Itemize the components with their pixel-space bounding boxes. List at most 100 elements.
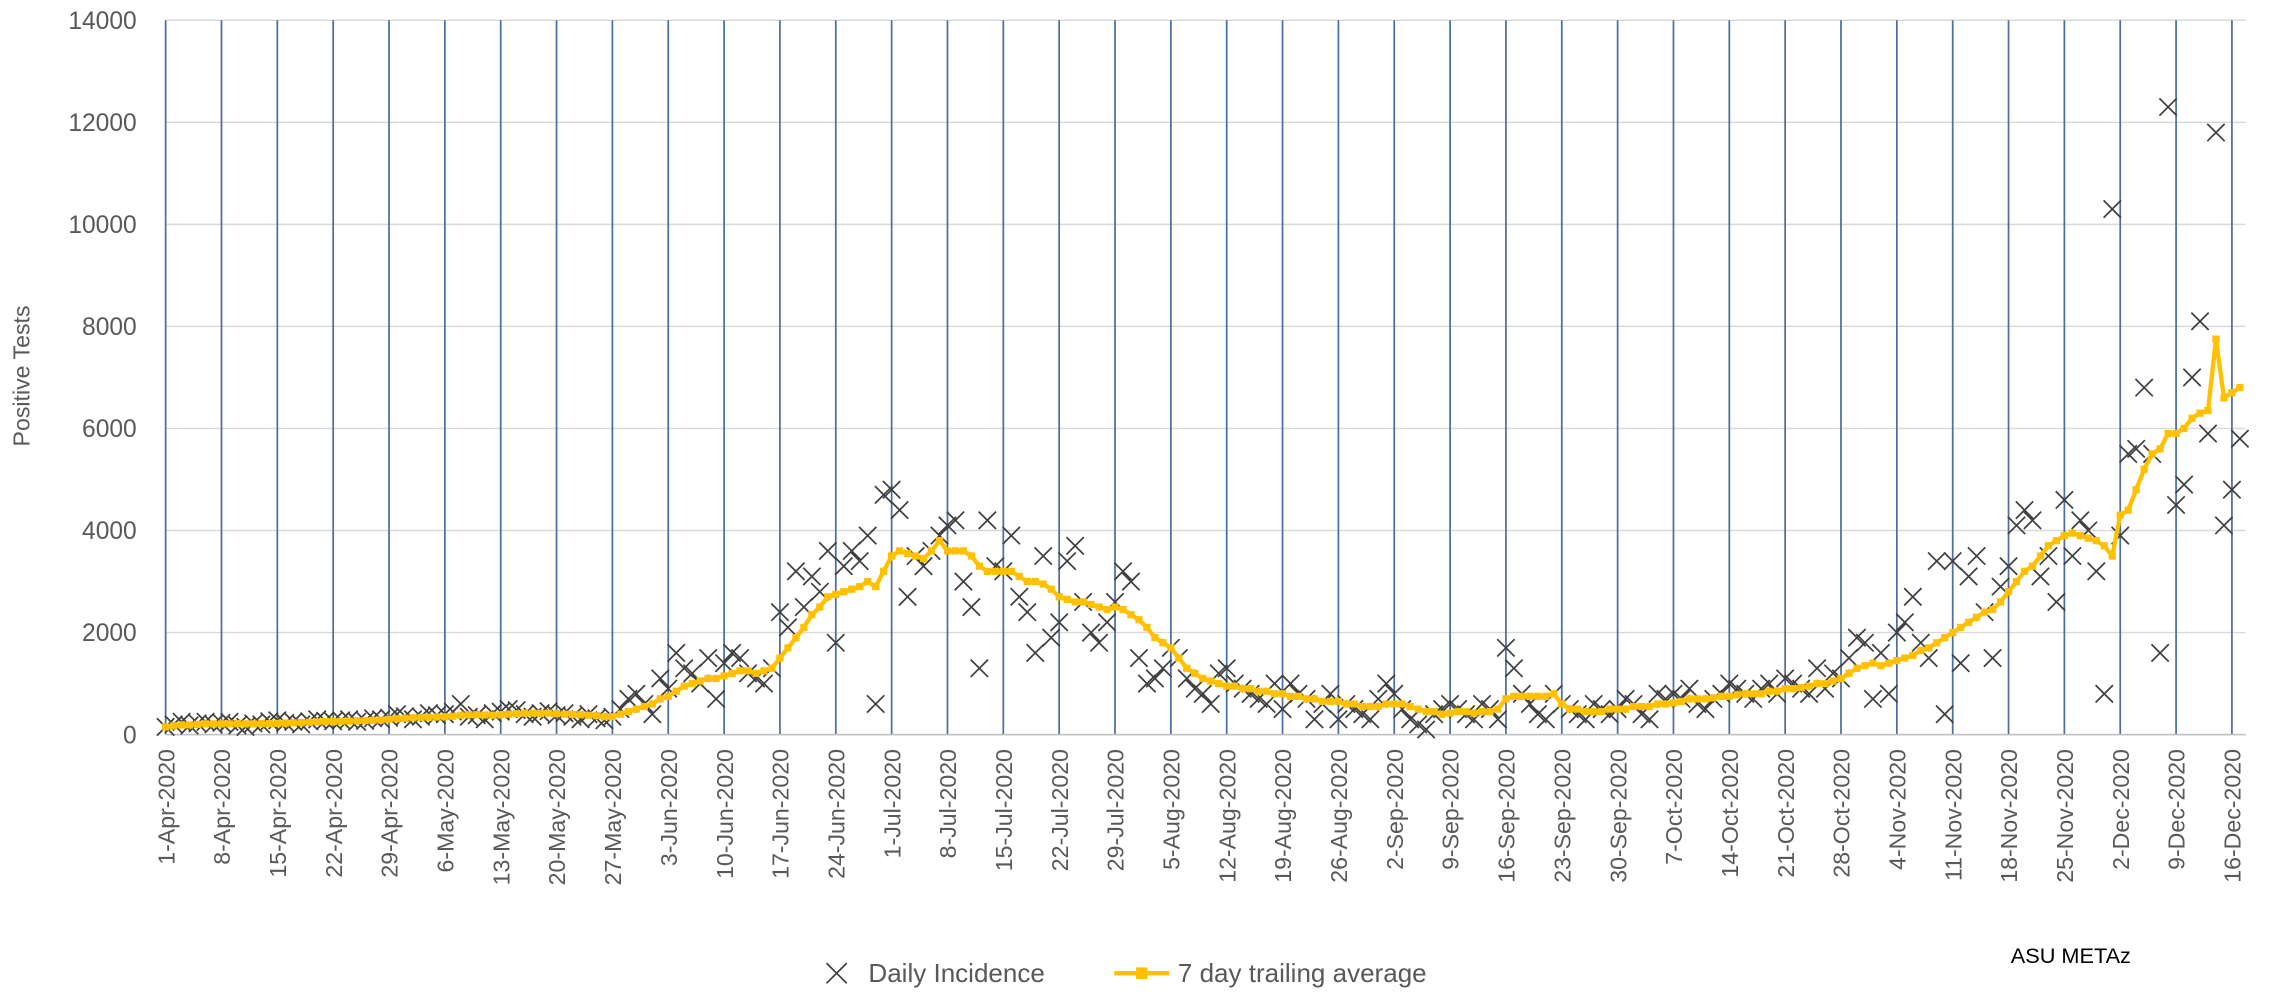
- square-marker: [1765, 687, 1773, 695]
- x-marker: [1887, 623, 1907, 642]
- square-marker: [1781, 685, 1789, 693]
- square-marker: [1270, 690, 1279, 698]
- x-marker: [834, 556, 854, 576]
- x-marker: [1361, 710, 1380, 729]
- square-marker: [1071, 598, 1079, 606]
- x-marker: [2126, 439, 2146, 459]
- square-marker: [329, 717, 337, 726]
- square-marker: [1007, 567, 1015, 575]
- square-marker: [1829, 677, 1837, 685]
- x-marker: [650, 669, 670, 688]
- x-marker: [1081, 623, 1101, 642]
- square-marker: [808, 611, 816, 619]
- square-marker: [943, 547, 952, 555]
- square-marker: [1398, 700, 1406, 708]
- square-marker: [592, 712, 601, 720]
- square-marker: [1366, 702, 1374, 711]
- x-marker: [1257, 694, 1276, 714]
- x-tick-label: 24-Jun-2020: [823, 749, 849, 879]
- square-marker: [959, 547, 968, 555]
- square-marker: [1893, 656, 1901, 665]
- x-marker: [2102, 199, 2122, 219]
- square-marker: [1127, 611, 1135, 619]
- square-marker: [967, 552, 976, 560]
- square-marker: [1215, 679, 1223, 688]
- square-marker: [2004, 588, 2013, 596]
- square-marker: [1957, 623, 1965, 632]
- square-marker: [712, 674, 720, 683]
- square-marker: [1653, 700, 1662, 708]
- square-marker: [776, 654, 784, 662]
- x-marker: [714, 653, 734, 673]
- square-marker: [632, 705, 640, 713]
- square-marker: [337, 717, 345, 725]
- square-marker: [2148, 450, 2156, 458]
- x-marker: [1496, 638, 1516, 658]
- x-marker: [866, 694, 885, 714]
- x-marker: [1416, 720, 1436, 739]
- square-marker: [2204, 406, 2212, 415]
- x-tick-label: 8-Apr-2020: [209, 749, 235, 865]
- square-marker: [872, 583, 880, 591]
- x-marker: [1121, 572, 1141, 591]
- square-marker: [1685, 695, 1694, 703]
- square-marker: [369, 716, 377, 724]
- x-marker: [1847, 628, 1867, 647]
- square-marker: [1629, 702, 1638, 711]
- square-marker: [1175, 654, 1183, 662]
- square-marker: [1063, 595, 1071, 603]
- square-marker: [1941, 634, 1949, 642]
- square-marker: [999, 567, 1007, 575]
- square-marker: [832, 590, 840, 598]
- x-marker: [2087, 562, 2106, 581]
- x-marker: [1680, 679, 1699, 698]
- square-marker: [185, 721, 194, 729]
- square-marker: [1023, 577, 1031, 586]
- square-marker: [903, 549, 912, 558]
- square-marker: [816, 603, 824, 611]
- square-marker: [481, 711, 489, 719]
- x-marker: [619, 689, 638, 709]
- x-marker: [2071, 511, 2090, 530]
- square-marker: [1470, 709, 1478, 717]
- square-marker: [568, 710, 577, 719]
- square-marker: [1079, 598, 1087, 606]
- x-marker: [2063, 546, 2082, 566]
- square-marker: [2196, 409, 2204, 417]
- x-tick-label: 25-Nov-2020: [2052, 749, 2078, 883]
- x-marker: [1951, 653, 1970, 673]
- square-marker: [2132, 486, 2140, 494]
- square-marker: [505, 710, 513, 718]
- square-marker: [377, 716, 385, 724]
- square-marker: [249, 720, 258, 728]
- square-marker: [1637, 702, 1646, 711]
- x-marker: [1137, 674, 1157, 693]
- x-marker: [2094, 684, 2114, 704]
- square-marker: [888, 552, 896, 560]
- x-tick-label: 12-Aug-2020: [1214, 749, 1240, 883]
- square-marker: [784, 644, 792, 652]
- x-tick-label: 22-Jul-2020: [1047, 749, 1073, 871]
- square-marker: [2076, 531, 2084, 540]
- x-marker: [1153, 658, 1173, 678]
- x-tick-label: 19-Aug-2020: [1270, 749, 1296, 883]
- square-marker: [1047, 585, 1055, 593]
- square-marker: [2212, 335, 2220, 343]
- x-marker: [962, 597, 981, 617]
- x-tick-label: 29-Jul-2020: [1103, 749, 1129, 871]
- y-tick-label: 4000: [82, 518, 137, 545]
- x-marker: [1305, 710, 1324, 729]
- square-marker: [1390, 700, 1398, 708]
- square-marker: [552, 710, 561, 718]
- x-marker: [1967, 546, 1986, 566]
- square-marker: [2028, 562, 2037, 570]
- x-marker: [2174, 475, 2194, 494]
- square-marker: [2108, 552, 2116, 560]
- square-marker: [1446, 709, 1454, 717]
- square-marker: [664, 692, 672, 700]
- square-marker: [209, 720, 218, 728]
- x-marker: [2166, 495, 2186, 515]
- square-marker: [2092, 537, 2100, 545]
- square-marker: [1861, 662, 1869, 670]
- square-marker: [529, 709, 537, 717]
